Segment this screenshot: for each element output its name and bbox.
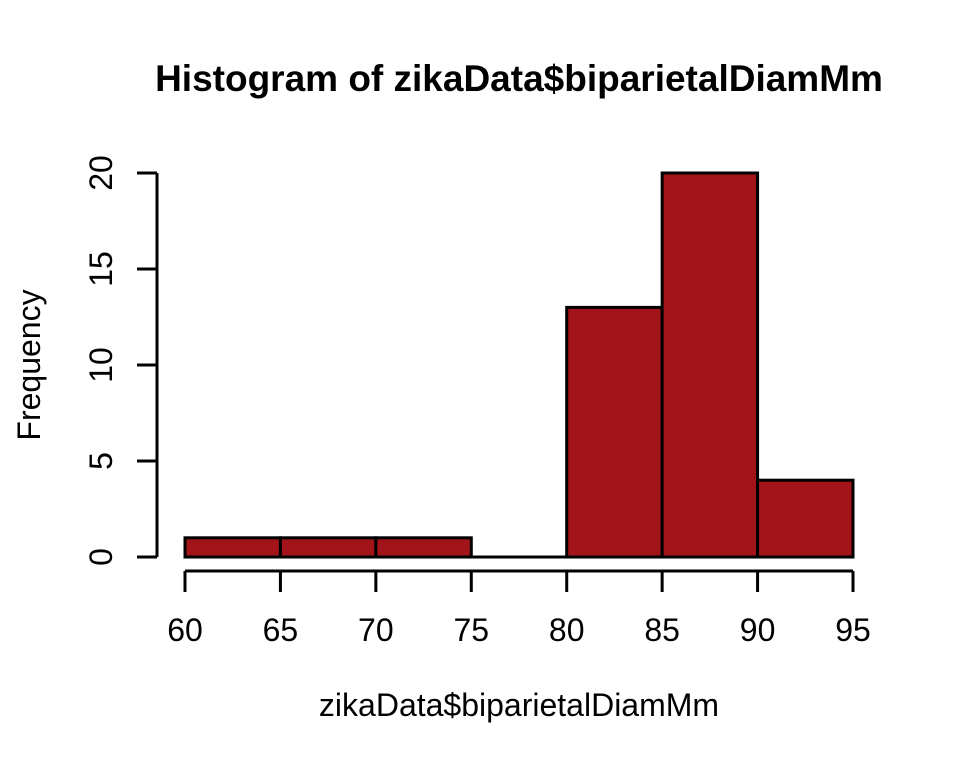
x-axis-tick-label: 90: [740, 612, 776, 648]
histogram-bar: [183, 536, 282, 559]
histogram-bar: [565, 305, 664, 559]
y-axis-tick-label: 5: [83, 452, 119, 470]
x-axis-label: zikaData$biparietalDiamMm: [319, 687, 719, 723]
y-axis-tick-label: 10: [83, 347, 119, 383]
y-axis-tick-label: 0: [83, 548, 119, 566]
x-axis-tick-label: 85: [644, 612, 680, 648]
axes-group: 0 5 10 15 20 60 65 70 75 80 85 90 95: [83, 155, 871, 648]
chart-title: Histogram of zikaData$biparietalDiamMm: [155, 58, 883, 99]
y-axis-label: Frequency: [11, 289, 47, 440]
x-axis-tick-label: 65: [263, 612, 299, 648]
bars-group: [183, 171, 855, 559]
histogram-bar: [278, 536, 378, 559]
x-axis-tick-label: 60: [167, 612, 203, 648]
x-axis-tick-label: 70: [358, 612, 394, 648]
x-axis-tick-label: 80: [549, 612, 585, 648]
x-axis-tick-label: 75: [453, 612, 489, 648]
x-axis-tick-label: 95: [835, 612, 871, 648]
histogram-bar: [374, 536, 473, 559]
histogram-bar: [756, 478, 855, 559]
y-axis-tick-label: 20: [83, 155, 119, 191]
y-axis-tick-label: 15: [83, 251, 119, 287]
histogram-bar: [660, 171, 760, 559]
